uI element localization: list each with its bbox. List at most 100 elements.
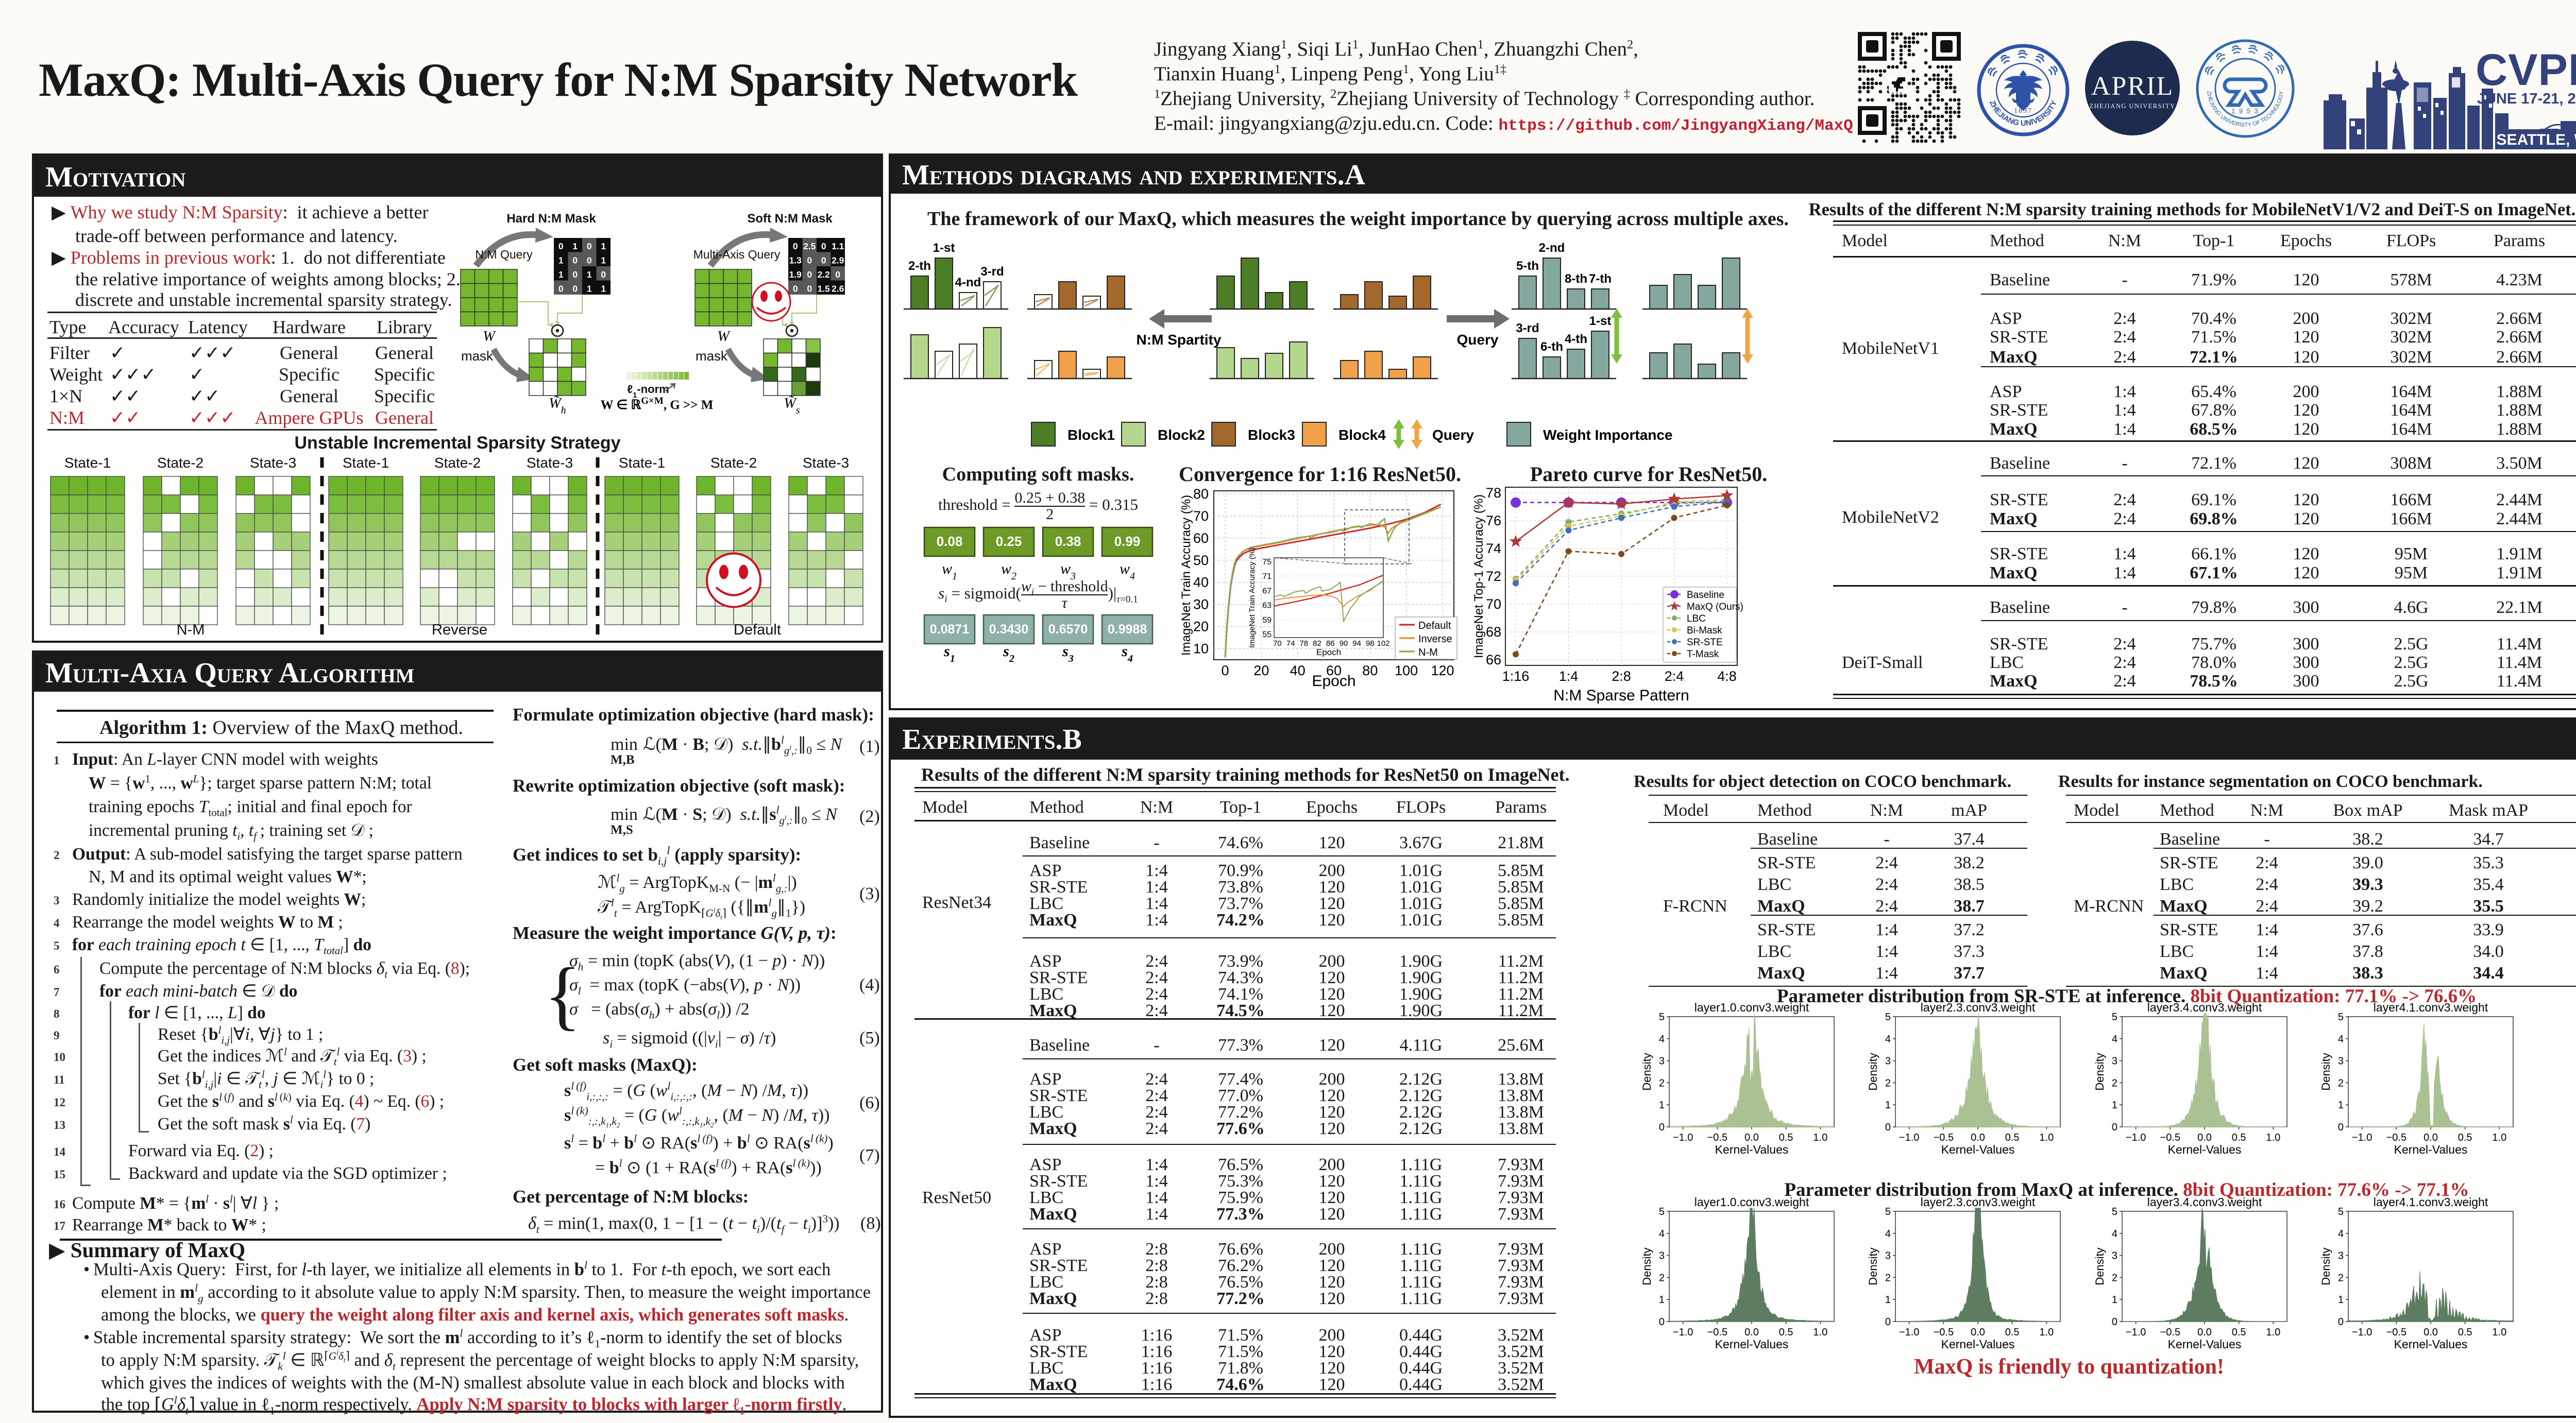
svg-text:N-M: N-M [1418,647,1438,658]
svg-text:1: 1 [2338,1294,2344,1306]
svg-text:0: 0 [1885,1316,1891,1328]
svg-text:ZHEJIANG UNIVERSITY: ZHEJIANG UNIVERSITY [2089,102,2175,110]
svg-text:−1.0: −1.0 [2352,1132,2372,1143]
svg-text:Kernel-Values: Kernel-Values [2394,1338,2468,1351]
svg-text:100: 100 [1395,663,1418,678]
svg-text:Bi-Mask: Bi-Mask [1687,625,1722,636]
svg-text:Density: Density [1642,1053,1653,1090]
svg-text:0: 0 [558,241,564,251]
svg-text:68: 68 [1486,624,1501,640]
svg-text:Kernel-Values: Kernel-Values [1941,1338,2015,1351]
svg-text:4: 4 [2338,1228,2344,1240]
svg-text:N:M Sparse Pattern: N:M Sparse Pattern [1553,687,1689,704]
svg-text:20: 20 [1193,619,1209,635]
svg-text:layer4.1.conv3.weight: layer4.1.conv3.weight [2374,1001,2488,1014]
svg-text:W: W [483,329,496,345]
svg-text:layer1.0.conv3.weight: layer1.0.conv3.weight [1694,1196,1809,1209]
svg-text:1: 1 [572,241,578,251]
svg-text:2: 2 [1885,1077,1891,1089]
svg-text:4: 4 [1659,1228,1665,1240]
svg-text:3: 3 [1885,1056,1891,1067]
svg-text:70: 70 [1486,596,1501,612]
svg-text:59: 59 [1262,616,1272,625]
svg-text:s2: s2 [1003,643,1014,663]
svg-text:0: 0 [558,283,564,294]
svg-text:1: 1 [587,283,592,294]
svg-text:0.5: 0.5 [2458,1132,2472,1143]
svg-text:N-M: N-M [177,622,205,638]
svg-text:76: 76 [1486,513,1501,528]
svg-text:5: 5 [1659,1011,1665,1023]
svg-text:1:4: 1:4 [1559,668,1579,684]
svg-text:0.5: 0.5 [2005,1132,2020,1143]
svg-text:s4: s4 [1121,643,1133,663]
svg-text:82: 82 [1313,639,1321,648]
svg-text:2.2: 2.2 [818,269,831,280]
svg-text:78: 78 [1299,639,1308,648]
svg-text:6-th: 6-th [1540,340,1563,354]
svg-text:2: 2 [1659,1272,1665,1283]
svg-text:layer2.3.conv3.weight: layer2.3.conv3.weight [1921,1001,2036,1014]
svg-text:Epoch: Epoch [1316,647,1341,657]
svg-text:1 9 5 3: 1 9 5 3 [2231,107,2259,115]
svg-text:4: 4 [2112,1228,2117,1240]
svg-text:−0.5: −0.5 [2386,1327,2406,1338]
svg-text:4: 4 [2338,1034,2344,1045]
svg-text:−1.0: −1.0 [2126,1327,2146,1338]
svg-text:Kernel-Values: Kernel-Values [2394,1143,2468,1156]
svg-text:−0.5: −0.5 [1707,1132,1727,1143]
svg-text:4:8: 4:8 [1717,668,1737,684]
svg-text:0.0: 0.0 [1744,1327,1759,1338]
svg-text:0.0: 0.0 [1971,1132,1985,1143]
svg-text:SR-STE: SR-STE [1687,637,1723,648]
svg-text:0.3430: 0.3430 [989,622,1028,637]
svg-text:0.08: 0.08 [937,534,963,549]
svg-text:3: 3 [1659,1056,1665,1067]
svg-text:1.3: 1.3 [789,255,802,265]
svg-text:0: 0 [1885,1122,1891,1133]
svg-text:−1.0: −1.0 [1899,1132,1919,1143]
svg-text:3: 3 [1659,1250,1665,1262]
svg-text:3: 3 [1885,1250,1891,1262]
svg-text:1: 1 [587,269,592,280]
svg-text:0: 0 [587,241,592,251]
svg-text:Block4: Block4 [1338,427,1386,443]
svg-text:0.5: 0.5 [2005,1327,2020,1338]
svg-text:Kernel-Values: Kernel-Values [1715,1338,1789,1351]
svg-text:60: 60 [1193,530,1209,546]
svg-text:70: 70 [1273,639,1282,648]
svg-text:−0.5: −0.5 [1707,1327,1727,1338]
svg-text:40: 40 [1290,663,1306,678]
svg-text:Default: Default [1418,620,1451,631]
svg-text:0: 0 [601,269,606,280]
svg-text:W ∈ ℝG×M, G >> M: W ∈ ℝG×M, G >> M [601,396,714,413]
svg-text:−1.0: −1.0 [1673,1132,1693,1143]
svg-text:5: 5 [1885,1011,1891,1023]
svg-text:Density: Density [2321,1247,2332,1285]
svg-text:0.0: 0.0 [1744,1132,1759,1143]
svg-text:Density: Density [1869,1053,1879,1090]
svg-text:Reverse: Reverse [432,622,487,638]
svg-text:Kernel-Values: Kernel-Values [1715,1143,1789,1156]
svg-text:0.0: 0.0 [2424,1132,2438,1143]
svg-text:0: 0 [572,283,578,294]
svg-text:0: 0 [2112,1122,2117,1133]
svg-text:2: 2 [2112,1077,2117,1089]
svg-text:mask: mask [461,348,494,364]
svg-text:71: 71 [1262,572,1272,581]
svg-text:0.38: 0.38 [1055,534,1081,549]
svg-text:ImageNet Top-1 Accuracy (%): ImageNet Top-1 Accuracy (%) [1473,494,1486,658]
svg-text:2.6: 2.6 [832,283,844,294]
svg-text:0: 0 [1659,1316,1665,1328]
svg-text:layer2.3.conv3.weight: layer2.3.conv3.weight [1921,1196,2036,1209]
svg-text:Query: Query [1457,332,1499,348]
svg-text:0: 0 [835,269,840,280]
svg-text:−0.5: −0.5 [2386,1132,2406,1143]
svg-text:1.5: 1.5 [818,283,831,294]
svg-text:1.0: 1.0 [2492,1132,2506,1143]
svg-text:ImageNet Train Accuracy (%): ImageNet Train Accuracy (%) [1248,547,1257,648]
svg-text:State-2: State-2 [434,455,481,471]
svg-text:layer3.4.conv3.weight: layer3.4.conv3.weight [2147,1001,2262,1014]
svg-text:State-1: State-1 [619,455,665,471]
svg-text:3: 3 [2112,1056,2117,1067]
